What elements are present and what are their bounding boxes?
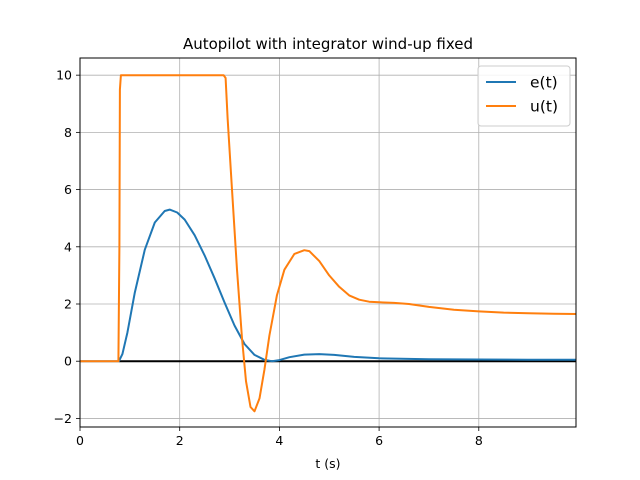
y-tick-label: 6 — [64, 182, 72, 197]
y-tick-label: −2 — [54, 411, 72, 426]
plot-frame — [79, 57, 577, 428]
series-lines — [80, 74, 577, 413]
x-tick-label: 2 — [176, 433, 184, 448]
x-tick-label: 4 — [275, 433, 283, 448]
y-tick-label: 4 — [64, 239, 72, 254]
x-tick-label: 0 — [76, 433, 84, 448]
chart-title: Autopilot with integrator wind-up fixed — [183, 35, 473, 53]
legend: e(t) u(t) — [477, 65, 571, 127]
x-axis-label: t (s) — [315, 456, 340, 471]
grid — [79, 58, 576, 427]
y-tick-label: 0 — [64, 354, 72, 369]
series-line-et — [80, 208, 576, 363]
y-tick-label: 8 — [64, 125, 72, 140]
legend-label: e(t) — [530, 74, 558, 92]
x-tick-label: 6 — [375, 433, 383, 448]
series-line-ut — [80, 74, 577, 413]
y-tick-label: 2 — [64, 297, 72, 312]
legend-label: u(t) — [530, 98, 558, 116]
y-tick-label: 10 — [56, 68, 72, 83]
x-tick-label: 8 — [475, 433, 483, 448]
axis-ticks: 0 2 4 6 8 −2 0 2 4 6 8 10 — [54, 68, 483, 448]
